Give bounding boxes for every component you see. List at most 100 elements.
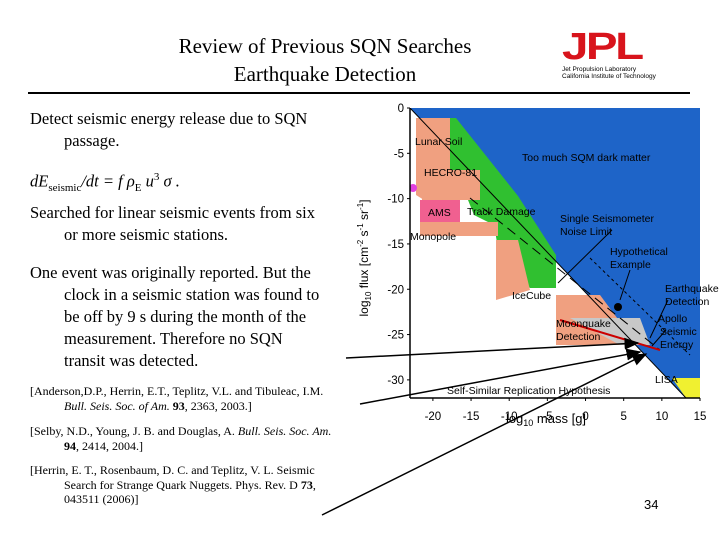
pointer-single-seismometer [557,229,613,284]
p3-line-b: clock in a seismic station was found to [64,285,320,304]
ref3-line-a: [Herrin, E. T., Rosenbaum, D. C. and Tep… [30,463,315,477]
label-lisa: LISA [655,374,678,386]
ref3-line-c: 043511 (2006)] [64,492,139,506]
formula: dEseismic/dt = f ρE u3 σ . [30,166,350,199]
y-axis-title: log10 flux [cm-2 s-1 sr-1] [356,200,373,317]
y-tick-labels: 0 -5 -10 -15 -20 -25 -30 [387,103,410,387]
formula-u: u [141,171,154,191]
ref3-comma: , [312,477,316,492]
ref1-volume: 93 [169,398,185,413]
label-moonquake-2: Detection [556,331,601,343]
y-axis-title-u5: -1 [356,202,365,210]
ref2-journal: Bull. Seis. Soc. Am. [237,424,332,438]
ref3-line-b: Search for Strange Quark Nuggets. Phys. … [64,477,301,492]
p3-line-e: transit was detected. [64,351,199,370]
x-axis-title-rest: mass [g] [533,411,586,426]
label-hypothetical-2: Example [610,259,651,271]
y-tick-label: -15 [387,239,404,251]
formula-sigma: σ . [159,171,180,191]
pointer-apollo [651,329,667,347]
y-tick-label: -25 [387,330,404,342]
ref3-volume: 73 [300,477,313,492]
ref1-line-a: [Anderson,D.P., Herrin, E.T., Teplitz, V… [30,384,324,398]
y-tick-label: 0 [398,103,404,115]
y-axis-title-u4: sr [357,210,371,223]
hecro-marker [410,184,417,192]
label-apollo-3: Energy [660,339,694,351]
x-tick-label: 10 [655,411,668,423]
plot-area [410,108,700,398]
pointer-earthquake [649,299,669,339]
y-tick-label: -5 [394,148,404,160]
reference-selby: [Selby, N.D., Young, J. B. and Douglas, … [30,424,360,453]
page-number: 34 [644,497,659,512]
region-track-damage [450,118,556,288]
p2-line-a: Searched for linear seismic events from … [30,203,315,222]
y-axis-title-sub: 10 [364,291,373,300]
apollo-energy-line [559,319,661,351]
y-tick-label: -10 [387,194,404,206]
jpl-logo-line2: California Institute of Technology [562,73,656,80]
arrow-moonquake-to-apollo [345,337,640,359]
p1-line-a: Detect seismic energy release due to SQN [30,109,308,128]
region-icecube [496,240,530,300]
earthquake-detection-line [589,257,691,356]
jpl-logo-mark: JPL [562,26,644,68]
label-single-seismometer-1: Single Seismometer [560,213,654,225]
ref2-line-a: [Selby, N.D., Young, J. B. and Douglas, … [30,424,238,438]
formula-rho: ρ [126,171,135,191]
jpl-logo-line1: Jet Propulsion Laboratory [562,66,637,73]
x-tick-label: 15 [694,411,707,423]
region-lisa [672,378,700,398]
ref1-journal: Bull. Seis. Soc. of Am. [64,398,170,413]
region-ams [420,200,460,222]
paragraph-detect: Detect seismic energy release due to SQN… [30,108,350,152]
formula-u-sup: 3 [153,171,160,183]
x-tick-label: 0 [582,411,588,423]
p1-line-b: passage. [64,131,120,150]
x-tick-label: -20 [425,411,442,423]
single-seismometer-line [469,197,661,351]
y-axis-title-log: log [357,300,371,316]
arrow-anderson-to-apollo [359,348,642,405]
paragraph-searched: Searched for linear seismic events from … [30,202,350,246]
reference-anderson: [Anderson,D.P., Herrin, E.T., Teplitz, V… [30,384,360,413]
ref2-volume: 94 [64,438,76,453]
x-tick-label: 5 [620,411,626,423]
x-tick-label: -15 [463,411,480,423]
y-tick-label: -30 [387,375,404,387]
title-divider [28,92,690,94]
region-hecro [422,170,480,200]
label-moonquake-1: Moonquake [556,318,611,330]
reference-herrin: [Herrin, E. T., Rosenbaum, D. C. and Tep… [30,463,360,507]
label-monopole: Monopole [410,231,456,243]
label-earthquake-1: Earthquake [665,283,719,295]
hypothetical-example-point [614,303,622,311]
label-too-much-dark-matter: Too much SQM dark matter [522,152,651,164]
label-single-seismometer-2: Noise Limit [560,226,612,238]
formula-rho-sub: E [134,181,142,194]
x-axis-title: log10 mass [g] [506,411,586,428]
paragraph-event: One event was originally reported. But t… [30,262,350,372]
label-track-damage: Track Damage [467,206,536,218]
arrow-herrin-to-apollo [321,353,648,516]
label-apollo-1: Apollo [658,313,687,325]
pointer-hypothetical [619,269,631,301]
label-self-similar: Self-Similar Replication Hypothesis [447,385,610,397]
y-axis-title-end: ] [357,200,371,203]
p3-line-c: be off by 9 s during the month of the [64,307,307,326]
p2-line-b: or more seismic stations. [64,225,229,244]
p3-line-d: measurement. Therefore no SQN [64,329,283,348]
label-hecro: HECRO-81 [424,167,477,179]
label-icecube: IceCube [512,290,551,302]
slide-title-line1: Review of Previous SQN Searches [178,34,472,58]
slide-title-line2: Earthquake Detection [233,62,417,86]
label-ams: AMS [428,207,451,219]
ref2-rest: , 2414, 2004.] [76,438,143,453]
jpl-logo: JPL Jet Propulsion Laboratory California… [562,28,672,80]
y-axis-title-u3: -1 [356,223,365,231]
formula-mid: /dt = f [81,171,127,191]
formula-sub: seismic [48,181,82,194]
label-earthquake-2: Detection [665,296,710,308]
